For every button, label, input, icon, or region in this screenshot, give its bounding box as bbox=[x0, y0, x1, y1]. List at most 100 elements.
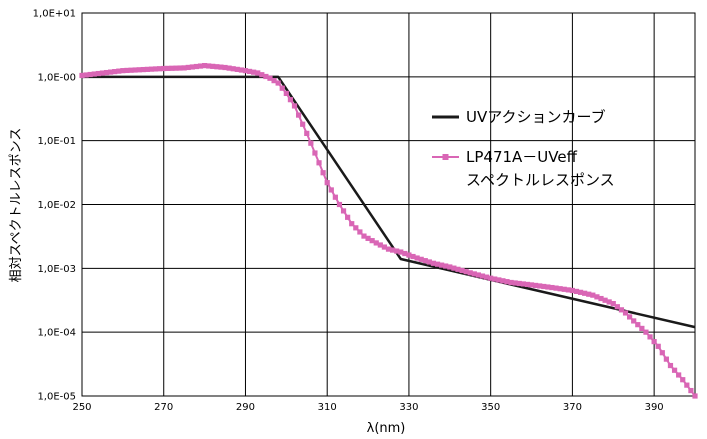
series-point-lp471a bbox=[291, 103, 298, 109]
series-point-lp471a bbox=[631, 318, 637, 324]
series-line-uv-action bbox=[82, 75, 696, 329]
series-point-lp471a bbox=[459, 267, 465, 274]
series-point-lp471a bbox=[157, 66, 163, 72]
series-point-lp471a bbox=[202, 62, 208, 69]
series-point-lp471a bbox=[389, 247, 396, 253]
series-point-lp471a bbox=[537, 283, 543, 289]
series-point-lp471a bbox=[312, 150, 318, 156]
series-point-lp471a bbox=[169, 65, 175, 71]
series-point-lp471a bbox=[148, 66, 155, 72]
series-point-lp471a bbox=[214, 64, 220, 70]
x-axis-ticks: 250 270 290 310 330 350 370 390 bbox=[72, 402, 663, 413]
y-tick-label: 1,0E-04 bbox=[37, 328, 76, 339]
x-tick-label: 290 bbox=[236, 402, 255, 413]
series-point-lp471a bbox=[516, 280, 522, 287]
series-point-lp471a bbox=[112, 69, 118, 75]
series-point-lp471a bbox=[377, 242, 383, 248]
series-point-lp471a bbox=[349, 221, 355, 227]
series-point-lp471a bbox=[541, 283, 547, 290]
series-point-lp471a bbox=[275, 80, 281, 86]
series-point-lp471a bbox=[504, 279, 510, 285]
x-tick-label: 370 bbox=[563, 402, 582, 413]
y-axis-title: 相対スペクトルレスポンス bbox=[9, 128, 24, 283]
series-point-lp471a bbox=[643, 329, 649, 335]
series-point-lp471a bbox=[255, 70, 261, 76]
series-point-lp471a bbox=[659, 350, 665, 356]
series-point-lp471a bbox=[283, 90, 289, 97]
series-markers bbox=[79, 62, 698, 399]
x-axis-title: λ(nm) bbox=[367, 421, 406, 436]
series-point-lp471a bbox=[508, 279, 514, 286]
series-point-lp471a bbox=[83, 72, 89, 78]
x-tick-label: 390 bbox=[645, 402, 664, 413]
series-point-lp471a bbox=[140, 66, 146, 73]
series-point-lp471a bbox=[426, 259, 432, 265]
series-point-lp471a bbox=[483, 274, 490, 280]
series-point-lp471a bbox=[671, 367, 678, 373]
series-point-lp471a bbox=[295, 112, 302, 118]
series-point-lp471a bbox=[443, 263, 449, 269]
series-point-lp471a bbox=[422, 258, 428, 264]
series-point-lp471a bbox=[618, 307, 625, 313]
series-point-lp471a bbox=[602, 297, 608, 303]
series-point-lp471a bbox=[361, 233, 367, 239]
y-tick-label: 1,0E-02 bbox=[37, 200, 76, 211]
series-point-lp471a bbox=[549, 284, 555, 291]
series-point-lp471a bbox=[402, 250, 408, 257]
series-point-lp471a bbox=[242, 68, 249, 74]
series-point-lp471a bbox=[553, 285, 559, 291]
series-point-lp471a bbox=[447, 264, 453, 270]
series-point-lp471a bbox=[238, 67, 244, 73]
series-point-lp471a bbox=[451, 265, 457, 271]
series-point-lp471a bbox=[230, 66, 236, 72]
series-point-lp471a bbox=[434, 261, 441, 267]
x-tick-label: 250 bbox=[72, 402, 91, 413]
series-point-lp471a bbox=[414, 255, 420, 261]
series-point-lp471a bbox=[345, 214, 351, 220]
series-point-lp471a bbox=[189, 64, 195, 70]
series-point-lp471a bbox=[206, 63, 212, 69]
series-point-lp471a bbox=[234, 66, 240, 72]
x-tick-label: 310 bbox=[318, 402, 337, 413]
series-point-lp471a bbox=[124, 67, 130, 74]
series-point-lp471a bbox=[91, 71, 97, 77]
series-point-lp471a bbox=[573, 288, 580, 295]
series-point-lp471a bbox=[181, 65, 187, 71]
series-point-lp471a bbox=[569, 287, 575, 294]
series-point-lp471a bbox=[606, 299, 612, 305]
series-point-lp471a bbox=[594, 294, 600, 300]
series-point-lp471a bbox=[271, 78, 277, 84]
series-point-lp471a bbox=[287, 97, 294, 103]
series-point-lp471a bbox=[263, 73, 269, 80]
series-point-lp471a bbox=[496, 277, 502, 283]
series-point-lp471a bbox=[128, 67, 134, 73]
series-point-lp471a bbox=[177, 65, 183, 71]
series-point-lp471a bbox=[598, 295, 604, 302]
series-point-lp471a bbox=[369, 238, 375, 244]
series-point-lp471a bbox=[524, 281, 531, 288]
x-tick-label: 350 bbox=[481, 402, 500, 413]
series-point-lp471a bbox=[222, 64, 228, 71]
y-axis-ticks: 1,0E+01 1,0E-00 1,0E-01 1,0E-02 1,0E-03 1,0E-… bbox=[33, 9, 76, 403]
series-point-lp471a bbox=[279, 85, 285, 91]
series-point-lp471a bbox=[161, 65, 167, 72]
series-point-lp471a bbox=[95, 70, 101, 77]
series-point-lp471a bbox=[488, 275, 494, 281]
series-point-lp471a bbox=[627, 314, 633, 320]
series-point-lp471a bbox=[545, 284, 551, 290]
series-point-lp471a bbox=[136, 67, 142, 73]
series-point-lp471a bbox=[373, 240, 379, 246]
y-tick-label: 1,0E-00 bbox=[37, 72, 76, 83]
y-tick-label: 1,0E+01 bbox=[33, 9, 76, 20]
series-point-lp471a bbox=[577, 289, 584, 295]
series-point-lp471a bbox=[340, 208, 347, 214]
legend-label-lp471a: LP471A－UVeff bbox=[466, 148, 578, 166]
series-point-lp471a bbox=[381, 244, 388, 250]
y-tick-label: 1,0E-05 bbox=[37, 392, 76, 403]
series-point-lp471a bbox=[251, 69, 257, 75]
legend-label-lp471a-line2: スペクトルレスポンス bbox=[466, 171, 615, 189]
legend: UVアクションカーブ LP471A－UVeff スペクトルレスポンス bbox=[432, 108, 615, 189]
series-point-lp471a bbox=[197, 63, 204, 69]
series-point-lp471a bbox=[87, 71, 93, 78]
series-point-lp471a bbox=[471, 271, 477, 277]
